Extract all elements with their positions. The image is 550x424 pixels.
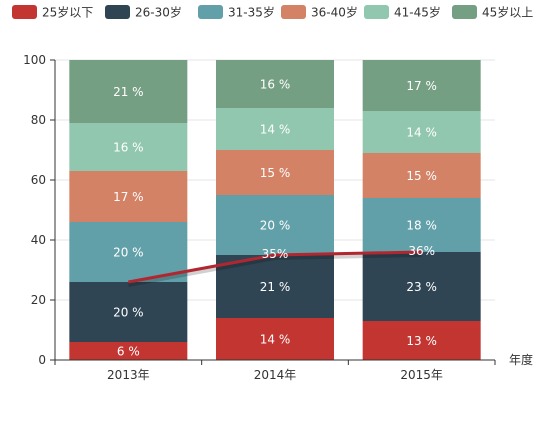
legend-swatch-5 — [364, 5, 389, 19]
bar-label-1-1: 6 % — [117, 345, 140, 359]
bar-label-4-1: 17 % — [113, 190, 144, 204]
bar-label-5-3: 14 % — [406, 126, 437, 140]
y-tick-label-0: 0 — [38, 353, 46, 367]
bar-label-6-1: 21 % — [113, 85, 144, 99]
legend-swatch-1 — [12, 5, 37, 19]
y-tick-label-20: 20 — [31, 293, 46, 307]
legend-label-4: 36-40岁 — [311, 5, 358, 20]
y-tick-label-40: 40 — [31, 233, 46, 247]
bar-label-3-3: 18 % — [406, 219, 437, 233]
x-tick-label-1: 2013年 — [107, 368, 150, 382]
bar-label-3-2: 20 % — [260, 219, 291, 233]
legend-label-6: 45岁以上 — [482, 5, 533, 20]
x-axis-title: 年度 — [509, 352, 533, 367]
bar-label-4-3: 15 % — [406, 169, 437, 183]
bar-label-6-2: 16 % — [260, 78, 291, 92]
x-tick-label-3: 2015年 — [400, 368, 443, 382]
legend-label-5: 41-45岁 — [394, 5, 441, 20]
legend-label-1: 25岁以下 — [42, 5, 93, 20]
y-tick-label-80: 80 — [31, 113, 46, 127]
y-tick-label-100: 100 — [23, 53, 46, 67]
legend-swatch-2 — [105, 5, 130, 19]
legend-swatch-6 — [452, 5, 477, 19]
legend-swatch-3 — [198, 5, 223, 19]
legend-label-2: 26-30岁 — [135, 5, 182, 20]
bar-label-5-1: 16 % — [113, 141, 144, 155]
legend: 25岁以下 26-30岁 31-35岁 36-40岁 41-45岁 45岁以上 — [12, 5, 533, 20]
bar-label-1-3: 13 % — [406, 334, 437, 348]
line-label-2: 35% — [262, 247, 289, 261]
bar-label-2-3: 23 % — [406, 280, 437, 294]
bar-label-4-2: 15 % — [260, 166, 291, 180]
legend-swatch-4 — [281, 5, 306, 19]
legend-label-3: 31-35岁 — [228, 5, 275, 20]
bar-label-1-2: 14 % — [260, 333, 291, 347]
bar-label-2-1: 20 % — [113, 306, 144, 320]
bar-label-6-3: 17 % — [406, 79, 437, 93]
bar-label-2-2: 21 % — [260, 280, 291, 294]
bar-label-5-2: 14 % — [260, 123, 291, 137]
bar-label-3-1: 20 % — [113, 246, 144, 260]
y-tick-label-60: 60 — [31, 173, 46, 187]
line-label-3: 36% — [408, 244, 435, 258]
x-tick-label-2: 2014年 — [254, 368, 297, 382]
